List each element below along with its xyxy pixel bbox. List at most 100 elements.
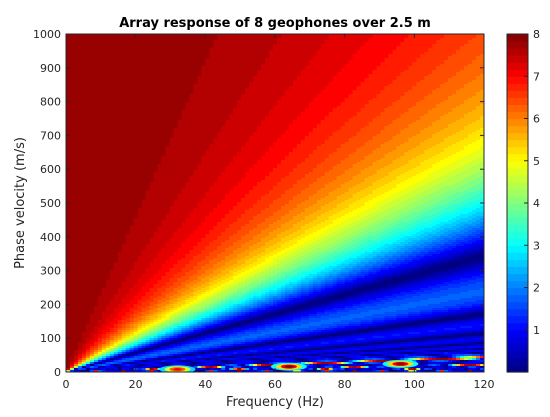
contour-cell (153, 316, 159, 319)
contour-cell (157, 166, 163, 169)
contour-cell (129, 118, 135, 121)
contour-cell (113, 254, 119, 257)
contour-cell (141, 226, 147, 229)
contour-cell (105, 56, 111, 59)
contour-cell (129, 282, 135, 285)
contour-cell (109, 198, 115, 201)
contour-cell (73, 120, 79, 123)
contour-cell (121, 116, 127, 119)
contour-cell (121, 202, 127, 205)
contour-cell (105, 168, 111, 171)
contour-cell (161, 128, 167, 131)
contour-cell (85, 206, 91, 209)
contour-cell (69, 260, 75, 263)
contour-cell (101, 354, 107, 357)
contour-cell (169, 120, 175, 123)
contour-cell (105, 266, 111, 269)
contour-cell (85, 154, 91, 157)
contour-cell (97, 46, 103, 49)
contour-cell (69, 42, 75, 45)
contour-cell (125, 304, 131, 307)
contour-cell (66, 76, 71, 79)
contour-cell (157, 306, 163, 309)
contour-cell (101, 138, 107, 141)
contour-cell (117, 164, 123, 167)
contour-cell (133, 282, 139, 285)
contour-cell (129, 348, 135, 351)
contour-cell (101, 198, 107, 201)
contour-cell (89, 230, 95, 233)
contour-cell (101, 112, 107, 115)
contour-cell (157, 196, 163, 199)
contour-cell (129, 254, 135, 257)
contour-cell (117, 192, 123, 195)
contour-cell (89, 100, 95, 103)
contour-cell (117, 38, 123, 41)
contour-cell (66, 344, 71, 347)
contour-cell (97, 254, 103, 257)
contour-cell (157, 126, 163, 129)
contour-cell (145, 34, 151, 37)
contour-cell (133, 216, 139, 219)
contour-cell (121, 286, 127, 289)
contour-cell (141, 184, 147, 187)
contour-cell (66, 364, 71, 367)
contour-cell (153, 224, 159, 227)
contour-cell (125, 248, 131, 251)
contour-cell (177, 146, 183, 149)
contour-cell (173, 50, 179, 53)
contour-cell (85, 352, 91, 355)
contour-cell (97, 186, 103, 189)
contour-cell (113, 170, 119, 173)
contour-cell (93, 322, 99, 325)
contour-cell (121, 92, 127, 95)
contour-cell (141, 116, 147, 119)
contour-cell (149, 48, 155, 51)
contour-cell (129, 336, 135, 339)
contour-cell (97, 86, 103, 89)
contour-cell (66, 258, 71, 261)
contour-cell (125, 210, 131, 213)
contour-cell (125, 74, 131, 77)
contour-cell (145, 254, 151, 257)
contour-cell (101, 304, 107, 307)
contour-cell (105, 84, 111, 87)
contour-cell (137, 156, 143, 159)
contour-cell (117, 40, 123, 43)
contour-cell (81, 322, 87, 325)
contour-cell (137, 236, 143, 239)
contour-cell (105, 72, 111, 75)
contour-cell (137, 74, 143, 77)
contour-cell (133, 270, 139, 273)
contour-cell (153, 214, 159, 217)
contour-cell (93, 188, 99, 191)
contour-cell (117, 292, 123, 295)
contour-cell (153, 242, 159, 245)
contour-cell (113, 128, 119, 131)
contour-cell (117, 166, 123, 169)
contour-cell (85, 322, 91, 325)
contour-cell (141, 192, 147, 195)
contour-cell (117, 304, 123, 307)
contour-cell (97, 112, 103, 115)
contour-cell (109, 108, 115, 111)
contour-cell (93, 174, 99, 177)
contour-cell (169, 248, 175, 251)
contour-cell (81, 138, 87, 141)
contour-cell (133, 204, 139, 207)
contour-cell (169, 260, 175, 263)
contour-cell (73, 236, 79, 239)
contour-cell (129, 284, 135, 287)
contour-cell (109, 226, 115, 229)
contour-cell (105, 354, 111, 357)
contour-cell (149, 312, 155, 315)
contour-cell (165, 192, 171, 195)
contour-cell (97, 290, 103, 293)
contour-cell (129, 334, 135, 337)
contour-cell (173, 244, 179, 247)
contour-cell (125, 162, 131, 165)
contour-cell (161, 298, 167, 301)
contour-cell (105, 40, 111, 43)
contour-cell (81, 50, 87, 53)
contour-cell (105, 228, 111, 231)
